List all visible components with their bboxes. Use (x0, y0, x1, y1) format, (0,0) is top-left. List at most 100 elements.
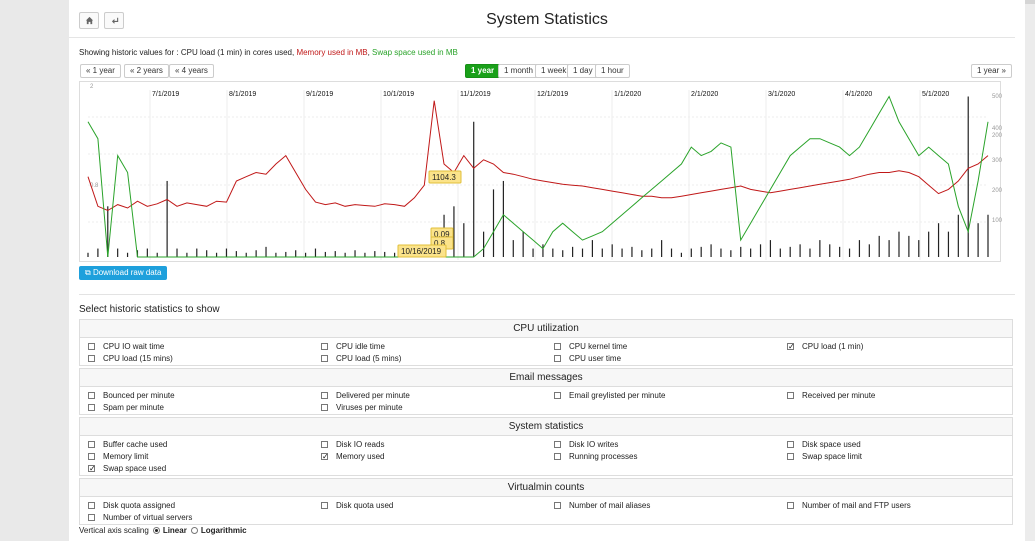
stat-option-disk-quota-used[interactable]: Disk quota used (321, 499, 393, 511)
checkbox-label: CPU load (15 mins) (103, 353, 173, 363)
range-1-hour-button[interactable]: 1 hour (595, 64, 630, 78)
statistics-chart[interactable]: 7/1/2019 8/1/2019 9/1/2019 10/1/2019 11/1/20… (79, 81, 1002, 262)
forward-1-year-button[interactable]: 1 year » (971, 64, 1012, 78)
stat-option-spam-per-minute[interactable]: Spam per minute (88, 401, 164, 413)
stat-option-number-of-mail-and-ftp-users[interactable]: Number of mail and FTP users (787, 499, 911, 511)
back-1-year-button[interactable]: « 1 year (80, 64, 121, 78)
checkbox[interactable] (554, 440, 561, 448)
back-button[interactable] (104, 12, 124, 29)
checkbox-label: Number of mail aliases (569, 500, 651, 510)
tooltip-date: 10/16/2019 (401, 247, 442, 256)
stat-option-number-of-virtual-servers[interactable]: Number of virtual servers (88, 511, 192, 523)
checkbox[interactable] (554, 391, 561, 399)
right-axis-label: 300 (992, 158, 1002, 164)
stat-option-cpu-kernel-time[interactable]: CPU kernel time (554, 340, 627, 352)
stat-option-swap-space-limit[interactable]: Swap space limit (787, 450, 862, 462)
back-2-years-button[interactable]: « 2 years (124, 64, 169, 78)
logarithmic-radio[interactable] (190, 527, 198, 534)
checkbox[interactable] (88, 513, 95, 521)
stat-option-cpu-io-wait-time[interactable]: CPU IO wait time (88, 340, 164, 352)
range-1-month-button[interactable]: 1 month (498, 64, 539, 78)
linear-label: Linear (162, 526, 187, 535)
stat-option-cpu-load-5-mins-[interactable]: CPU load (5 mins) (321, 352, 401, 364)
group-email-messages: Email messages Bounced per minute Delivere… (79, 368, 1013, 415)
back-arrow-icon (111, 17, 118, 24)
x-tick-label: 2/1/2020 (691, 91, 718, 98)
stat-option-memory-used[interactable]: Memory used (321, 450, 384, 462)
checkbox[interactable] (88, 440, 95, 448)
checkbox[interactable] (88, 391, 95, 399)
group-title: Virtualmin counts (80, 479, 1012, 497)
stat-option-email-greylisted-per-minute[interactable]: Email greylisted per minute (554, 389, 665, 401)
checkbox[interactable] (321, 452, 329, 461)
checkbox[interactable] (321, 501, 328, 509)
checkbox[interactable] (88, 342, 95, 350)
main-panel: System Statistics Showing historic value… (69, 0, 1025, 541)
group-title: Email messages (80, 369, 1012, 387)
checkbox[interactable] (321, 342, 328, 350)
desc-separator: , (367, 48, 373, 57)
home-button[interactable] (79, 12, 99, 29)
checkbox[interactable] (554, 501, 561, 509)
checkbox-label: Viruses per minute (336, 402, 403, 412)
tooltip-value-box (428, 170, 462, 184)
stat-option-swap-space-used[interactable]: Swap space used (88, 462, 166, 474)
stat-option-disk-quota-assigned[interactable]: Disk quota assigned (88, 499, 175, 511)
stat-option-delivered-per-minute[interactable]: Delivered per minute (321, 389, 410, 401)
range-1-year-button[interactable]: 1 year (465, 64, 501, 78)
checkbox[interactable] (321, 391, 328, 399)
stat-option-cpu-load-15-mins-[interactable]: CPU load (15 mins) (88, 352, 173, 364)
select-title: Select historic statistics to show (79, 304, 220, 315)
stat-option-disk-space-used[interactable]: Disk space used (787, 438, 861, 450)
stat-option-memory-limit[interactable]: Memory limit (88, 450, 148, 462)
group-title: CPU utilization (80, 320, 1012, 338)
checkbox[interactable] (88, 354, 95, 362)
stat-option-received-per-minute[interactable]: Received per minute (787, 389, 875, 401)
back-4-years-button[interactable]: « 4 years (169, 64, 214, 78)
x-tick-label: 1/1/2020 (614, 91, 641, 98)
checkbox-label: Buffer cache used (103, 439, 168, 449)
group-cpu-utilization: CPU utilization CPU IO wait time CPU idle … (79, 319, 1013, 366)
stat-option-bounced-per-minute[interactable]: Bounced per minute (88, 389, 175, 401)
checkbox[interactable] (321, 354, 328, 362)
tooltip-value: 1104.3 (432, 173, 456, 182)
checkbox[interactable] (787, 440, 794, 448)
checkbox-label: Email greylisted per minute (569, 390, 666, 400)
checkbox[interactable] (88, 464, 96, 473)
tooltip-value: 0.8 (434, 239, 446, 248)
download-raw-data-button[interactable]: ⧉ Download raw data (79, 266, 168, 280)
y-tick-label: 2 (90, 84, 94, 90)
stat-option-cpu-idle-time[interactable]: CPU idle time (321, 340, 385, 352)
right-scroll-area (1025, 4, 1035, 541)
checkbox[interactable] (88, 403, 95, 411)
checkbox[interactable] (787, 501, 794, 509)
checkbox[interactable] (321, 403, 328, 411)
linear-radio[interactable] (152, 527, 160, 534)
stat-option-cpu-user-time[interactable]: CPU user time (554, 352, 621, 364)
stat-option-cpu-load-1-min-[interactable]: CPU load (1 min) (787, 340, 863, 352)
stat-option-buffer-cache-used[interactable]: Buffer cache used (88, 438, 167, 450)
stat-option-disk-io-writes[interactable]: Disk IO writes (554, 438, 618, 450)
checkbox[interactable] (321, 440, 328, 448)
checkbox[interactable] (554, 452, 561, 460)
checkbox-label: Disk IO reads (336, 439, 385, 449)
home-icon (85, 16, 93, 25)
checkbox[interactable] (787, 342, 795, 351)
stat-option-number-of-mail-aliases[interactable]: Number of mail aliases (554, 499, 650, 511)
group-system-statistics: System statistics Buffer cache used Disk I… (79, 417, 1013, 476)
checkbox-label: CPU load (5 mins) (336, 353, 402, 363)
stat-option-disk-io-reads[interactable]: Disk IO reads (321, 438, 384, 450)
stat-option-running-processes[interactable]: Running processes (554, 450, 637, 462)
range-1-day-button[interactable]: 1 day (567, 64, 599, 78)
checkbox[interactable] (554, 354, 561, 362)
checkbox-label: Disk IO writes (569, 439, 619, 449)
checkbox[interactable] (787, 391, 794, 399)
tooltip-date-box (397, 244, 447, 258)
checkbox-label: Received per minute (802, 390, 876, 400)
checkbox-label: CPU user time (569, 353, 622, 363)
checkbox[interactable] (88, 501, 95, 509)
checkbox[interactable] (554, 342, 561, 350)
stat-option-viruses-per-minute[interactable]: Viruses per minute (321, 401, 403, 413)
checkbox[interactable] (88, 452, 95, 460)
checkbox[interactable] (787, 452, 794, 460)
